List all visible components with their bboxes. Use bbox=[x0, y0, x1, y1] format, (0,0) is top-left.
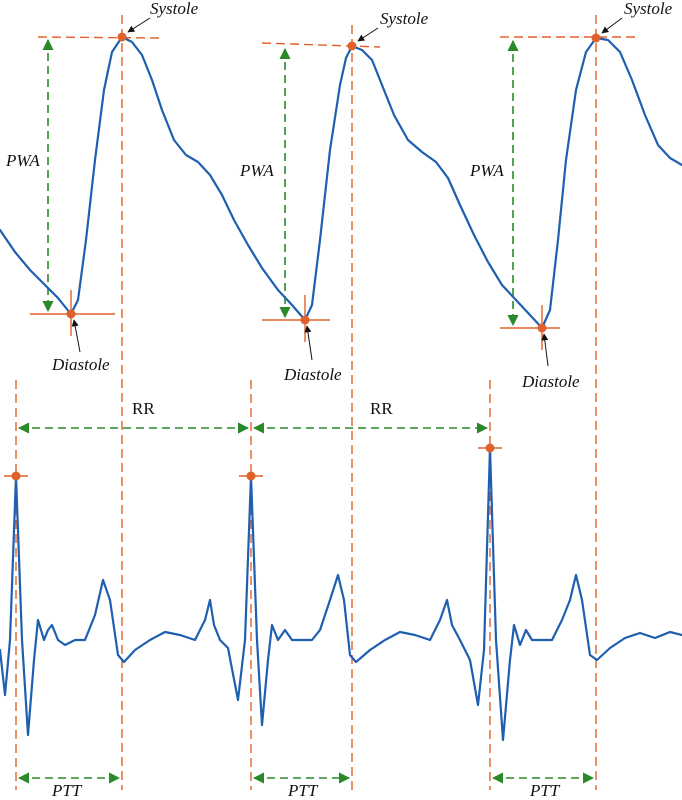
r-peak-point bbox=[11, 471, 21, 481]
rr-label: RR bbox=[132, 399, 155, 418]
pointer bbox=[127, 17, 151, 33]
pointer bbox=[357, 27, 379, 42]
diastole-label: Diastole bbox=[283, 365, 342, 384]
pointer bbox=[71, 319, 81, 353]
systole-point bbox=[117, 32, 127, 42]
systole-level bbox=[37, 36, 161, 39]
systole-point bbox=[347, 41, 357, 51]
pointer bbox=[541, 333, 549, 367]
diastole-point bbox=[66, 309, 76, 319]
pwa-label: PWA bbox=[469, 161, 504, 180]
intervals bbox=[17, 38, 595, 784]
diastole-label: Diastole bbox=[521, 372, 580, 391]
systole-level bbox=[261, 42, 381, 48]
ptt-label: PTT bbox=[51, 781, 83, 800]
pointer-arrows bbox=[71, 17, 623, 367]
systole-label: Systole bbox=[380, 9, 429, 28]
systole-label: Systole bbox=[624, 0, 673, 18]
pwa-label: PWA bbox=[239, 161, 274, 180]
pwa-label: PWA bbox=[5, 151, 40, 170]
ppg-waveform bbox=[0, 35, 682, 330]
pointer bbox=[304, 325, 313, 361]
ecg-waveform bbox=[0, 446, 682, 742]
key-points bbox=[11, 32, 601, 481]
systole-point bbox=[591, 33, 601, 43]
diastole-point bbox=[537, 323, 547, 333]
pointer bbox=[601, 17, 623, 34]
r-peak-point bbox=[246, 471, 256, 481]
labels: Systole Systole Systole Diastole Diastol… bbox=[5, 0, 673, 800]
ptt-label: PTT bbox=[529, 781, 561, 800]
ptt-label: PTT bbox=[287, 781, 319, 800]
diastole-label: Diastole bbox=[51, 355, 110, 374]
rr-label: RR bbox=[370, 399, 393, 418]
systole-label: Systole bbox=[150, 0, 199, 18]
r-peak-point bbox=[485, 443, 495, 453]
diastole-point bbox=[300, 315, 310, 325]
